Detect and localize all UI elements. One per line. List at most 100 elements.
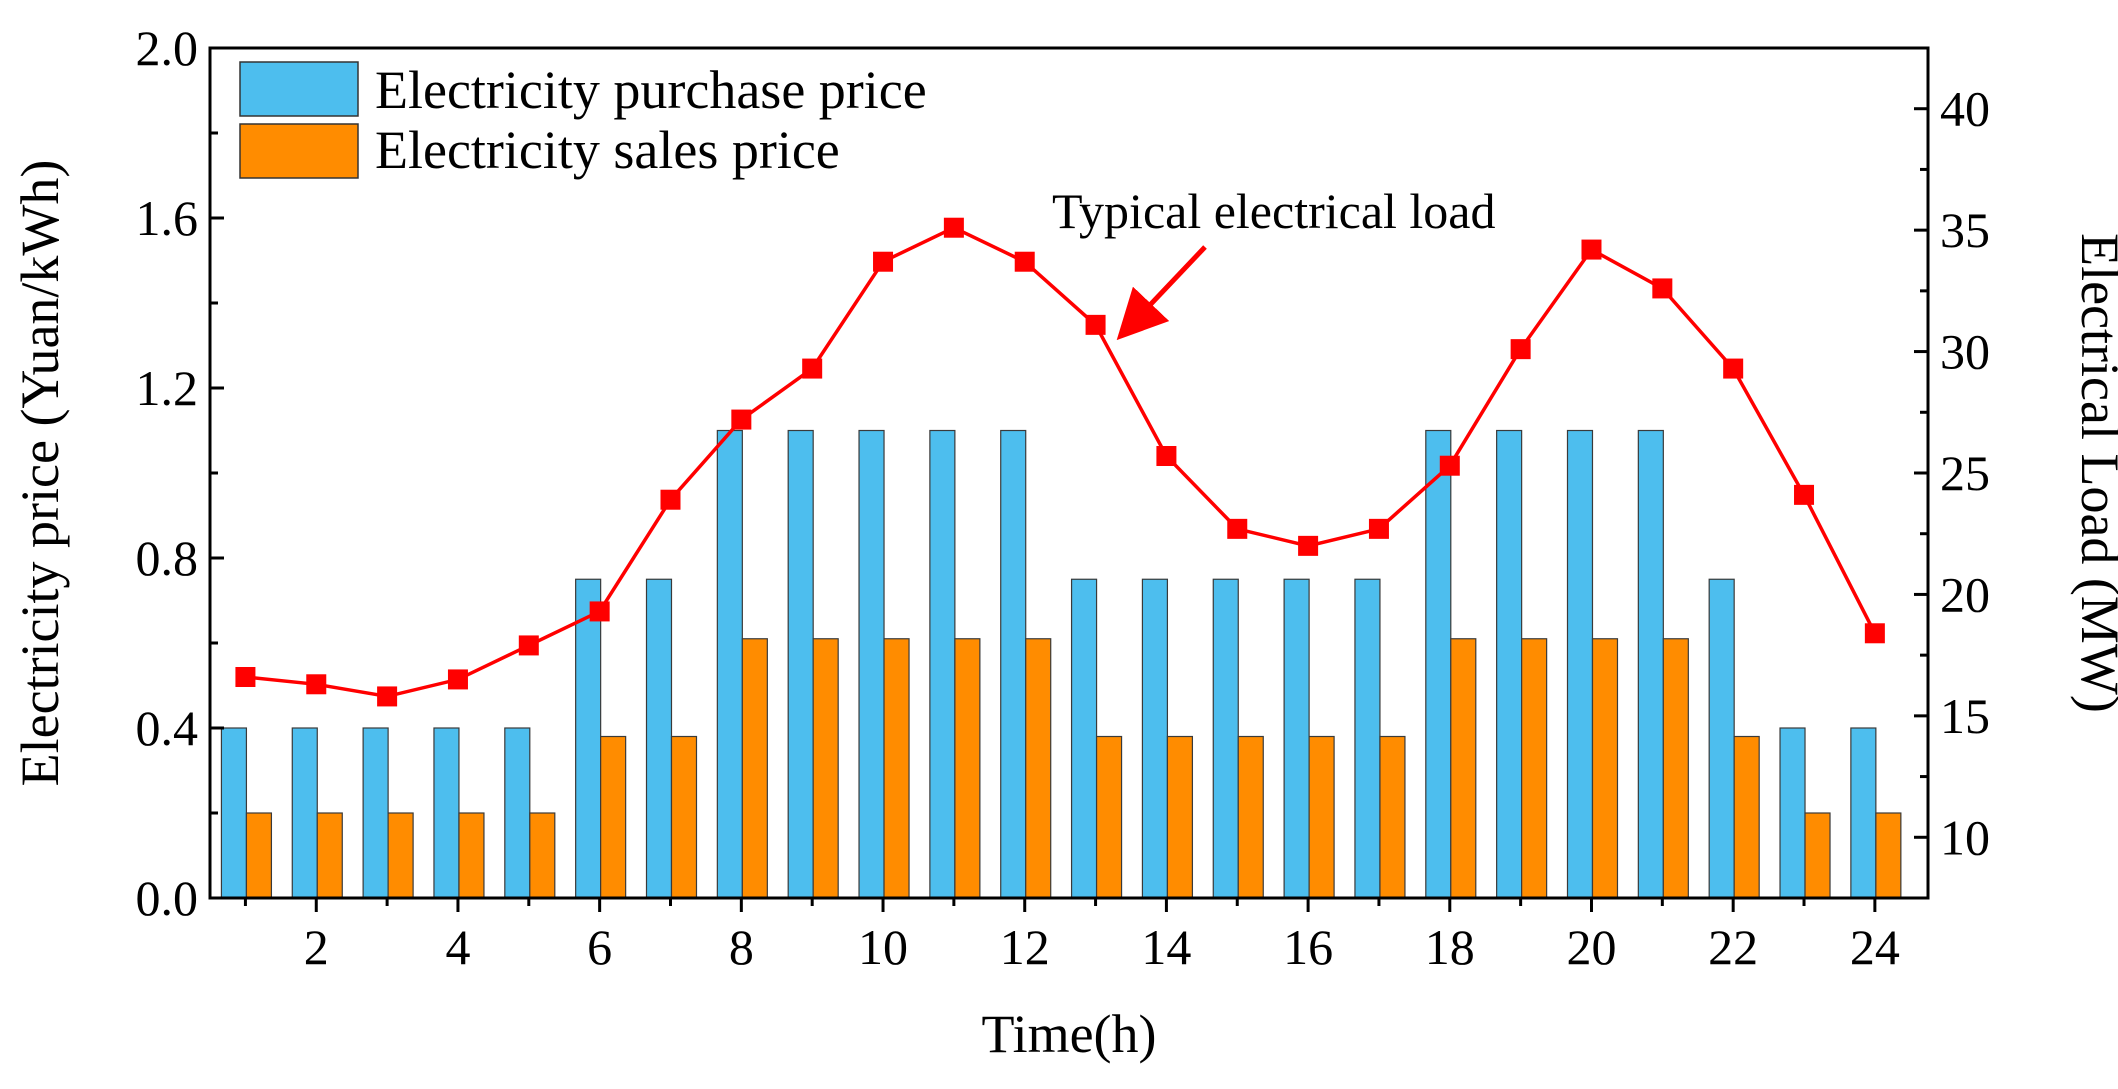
bar-purchase-h1 [220, 727, 248, 899]
bar-purchase-h18 [1425, 429, 1452, 899]
x-tick-label: 18 [1425, 919, 1475, 975]
load-marker-h2 [306, 674, 327, 695]
bar-sales-h13 [1095, 735, 1123, 899]
load-marker-h1 [235, 667, 256, 687]
left-axis-title: Electricity price (Yuan/kWh) [10, 160, 70, 787]
x-tick-label: 22 [1708, 919, 1758, 975]
annotation-label: Typical electrical load [1052, 183, 1495, 239]
bar-purchase-h13 [1070, 578, 1098, 899]
right-tick-label: 25 [1940, 445, 1990, 501]
bar-sales-h19 [1521, 638, 1548, 899]
bar-sales-h2 [316, 812, 343, 899]
bar-purchase-h21 [1637, 429, 1664, 899]
x-tick-label: 12 [1000, 919, 1050, 975]
load-marker-h17 [1368, 518, 1389, 539]
bar-sales-h6 [600, 735, 627, 899]
bar-sales-h11 [954, 638, 981, 899]
legend-label-sales: Electricity sales price [375, 120, 840, 180]
bar-sales-h8 [741, 638, 768, 899]
right-tick-label: 40 [1940, 81, 1990, 137]
right-axis-ticks: 10 15 20 25 30 35 40 [1914, 81, 1990, 900]
x-tick-label: 8 [729, 919, 754, 975]
x-tick-label: 6 [587, 919, 612, 975]
bar-purchase-h5 [504, 727, 531, 899]
load-line [245, 225, 1877, 699]
x-tick-label: 10 [858, 919, 908, 975]
x-axis-title: Time(h) [981, 1004, 1156, 1064]
legend-swatch-purchase [239, 61, 359, 117]
bar-purchase-h8 [716, 429, 743, 899]
bar-purchase-h7 [645, 578, 673, 899]
left-tick-label: 0.8 [136, 530, 199, 586]
bar-purchase-h9 [787, 429, 814, 899]
legend-swatch-sales [239, 123, 359, 179]
right-tick-label: 30 [1940, 324, 1990, 380]
x-tick-label: 16 [1283, 919, 1333, 975]
load-marker-h20 [1581, 239, 1602, 260]
load-marker-h13 [1085, 314, 1106, 335]
bar-sales-h18 [1450, 638, 1477, 899]
x-axis-ticks: 2 4 6 8 10 12 14 16 18 20 22 24 [243, 898, 1900, 975]
bar-purchase-h15 [1212, 578, 1239, 899]
load-marker-h15 [1227, 518, 1248, 539]
bar-sales-h20 [1591, 638, 1619, 899]
load-marker-h23 [1794, 484, 1815, 505]
bar-sales-h9 [812, 638, 839, 899]
bar-purchase-h3 [362, 727, 389, 899]
bar-sales-h10 [883, 638, 910, 899]
x-tick-label: 4 [445, 919, 470, 975]
bar-sales-h4 [458, 812, 485, 899]
bar-sales-h12 [1025, 638, 1052, 899]
right-tick-label: 35 [1940, 202, 1990, 258]
bar-sales-h17 [1379, 735, 1406, 899]
bar-sales-h15 [1237, 735, 1264, 899]
bar-purchase-h24 [1850, 727, 1877, 899]
load-marker-h18 [1439, 455, 1460, 476]
left-tick-label: 0.4 [136, 700, 199, 756]
left-tick-label: 1.6 [136, 190, 199, 246]
bar-purchase-h16 [1283, 578, 1310, 899]
bar-purchase-h6 [575, 578, 602, 899]
bar-purchase-h4 [433, 727, 460, 899]
load-marker-h21 [1652, 278, 1673, 299]
bar-purchase-h22 [1708, 578, 1735, 899]
left-axis-ticks: 0.0 0.4 0.8 1.2 1.6 2.0 [136, 20, 224, 926]
bar-sales-h23 [1804, 812, 1831, 899]
load-annotation: Typical electrical load [1052, 183, 1495, 341]
annotation-arrow [1116, 245, 1207, 341]
load-marker-h16 [1298, 535, 1319, 556]
load-marker-h24 [1864, 623, 1885, 644]
load-marker-h14 [1156, 446, 1177, 466]
load-marker-h19 [1510, 339, 1531, 360]
bar-sales-h22 [1733, 735, 1760, 899]
bar-sales-h16 [1308, 735, 1335, 899]
right-tick-label: 20 [1940, 566, 1990, 622]
right-tick-label: 10 [1940, 809, 1990, 865]
load-marker-h11 [943, 217, 964, 238]
x-tick-label: 2 [304, 919, 329, 975]
load-marker-h8 [731, 409, 752, 430]
bar-purchase-h20 [1566, 429, 1594, 899]
load-marker-h12 [1014, 251, 1035, 272]
bars-layer [220, 429, 1902, 899]
load-marker-h9 [802, 358, 823, 379]
load-marker-h22 [1723, 358, 1744, 379]
load-marker-h6 [589, 601, 610, 622]
load-marker-h4 [447, 669, 468, 690]
bar-sales-h3 [387, 812, 414, 899]
left-tick-label: 1.2 [136, 360, 199, 416]
bar-purchase-h11 [929, 429, 956, 899]
bar-sales-h24 [1875, 812, 1902, 899]
bar-sales-h5 [529, 812, 556, 899]
left-tick-label: 0.0 [136, 870, 199, 926]
bar-sales-h7 [670, 735, 698, 899]
right-axis-title: Electrical Load (MW) [2070, 233, 2118, 713]
x-tick-label: 14 [1141, 919, 1191, 975]
right-tick-label: 15 [1940, 688, 1990, 744]
bar-purchase-h10 [858, 429, 885, 899]
bar-purchase-h19 [1496, 429, 1523, 899]
bar-purchase-h12 [1000, 429, 1027, 899]
load-marker-h7 [660, 489, 681, 510]
legend-label-purchase: Electricity purchase price [375, 60, 927, 120]
